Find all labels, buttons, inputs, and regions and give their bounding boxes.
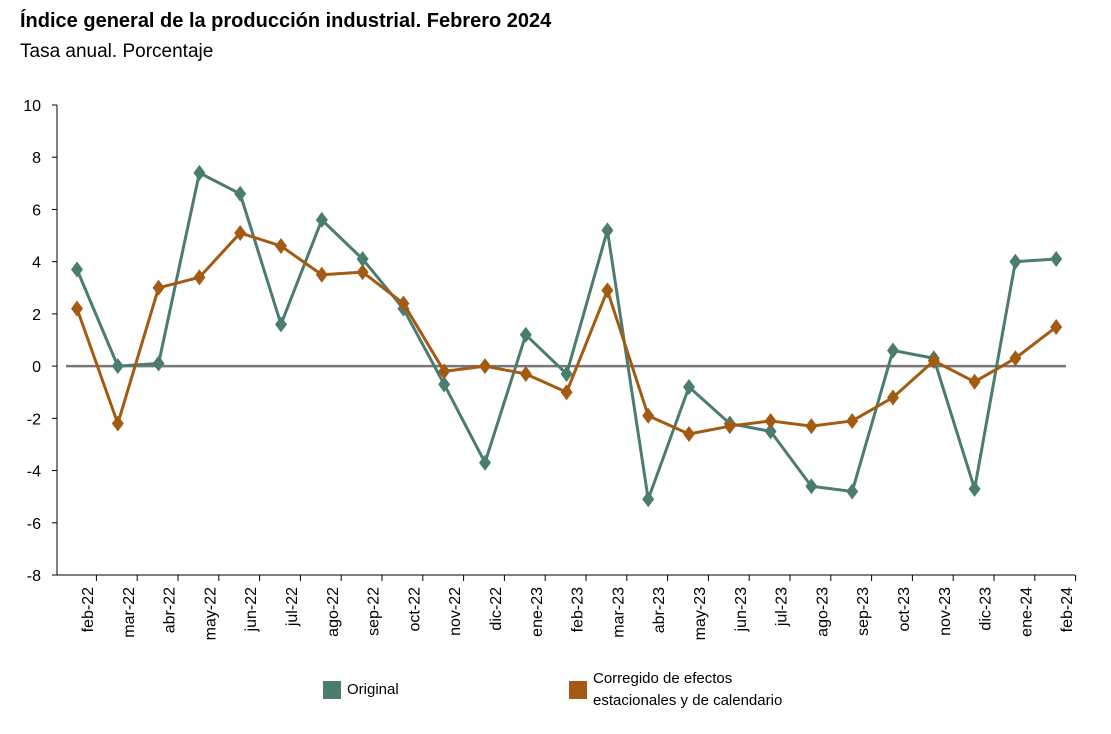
x-tick-label: may-22: [202, 587, 219, 640]
x-tick-label: nov-23: [937, 587, 954, 636]
y-tick-label: 6: [32, 202, 41, 219]
legend-swatch-corregido: [569, 681, 587, 699]
data-point-1: [111, 415, 124, 432]
y-tick-label: 10: [23, 98, 41, 115]
legend-label-corregido: Corregido de efectos estacionales y de c…: [593, 670, 783, 709]
x-tick-label: jul-23: [774, 587, 791, 627]
x-tick-label: nov-22: [447, 587, 464, 636]
y-tick-label: 0: [32, 359, 41, 376]
data-point-1: [683, 426, 695, 442]
data-point-1: [887, 389, 899, 406]
data-point-1: [601, 282, 614, 299]
chart-title: Índice general de la producción industri…: [20, 10, 552, 32]
x-tick-label: ago-23: [814, 587, 831, 637]
data-point-1: [560, 384, 573, 401]
x-tick-label: mar-22: [121, 587, 138, 638]
y-tick-label: -8: [27, 568, 41, 585]
y-tick-label: 8: [32, 150, 41, 167]
data-point-0: [805, 478, 818, 495]
data-point-1: [356, 264, 369, 281]
legend-swatch-original: [323, 681, 341, 699]
data-point-1: [1009, 350, 1022, 367]
x-tick-label: abr-23: [651, 587, 668, 633]
data-point-1: [846, 412, 859, 429]
y-tick-label: -6: [27, 516, 41, 533]
x-tick-label: ene-23: [529, 587, 546, 637]
data-point-0: [968, 480, 981, 497]
data-point-1: [152, 279, 165, 296]
data-point-0: [315, 211, 328, 228]
data-point-1: [723, 418, 736, 435]
y-tick-label: 4: [32, 255, 41, 272]
x-tick-label: sep-23: [855, 587, 872, 636]
data-point-0: [356, 251, 369, 268]
chart-subtitle: Tasa anual. Porcentaje: [20, 41, 214, 62]
data-point-1: [1050, 318, 1063, 335]
x-tick-label: oct-23: [896, 587, 913, 632]
x-tick-label: jun-22: [243, 587, 260, 633]
x-tick-label: mar-23: [610, 587, 627, 638]
data-point-1: [805, 418, 818, 435]
data-point-1: [519, 365, 532, 382]
data-point-0: [275, 316, 287, 333]
data-point-1: [968, 373, 981, 390]
data-point-0: [152, 355, 165, 372]
data-point-0: [887, 342, 899, 359]
x-tick-label: dic-22: [488, 587, 505, 631]
x-tick-label: sep-22: [366, 587, 383, 636]
data-point-0: [234, 185, 247, 202]
y-tick-label: -2: [27, 411, 41, 428]
data-point-1: [275, 238, 287, 254]
data-point-0: [71, 261, 83, 278]
data-point-1: [438, 363, 451, 380]
x-tick-label: ago-22: [325, 587, 342, 637]
series-line-0: [75, 171, 1057, 501]
x-tick-label: feb-22: [80, 587, 97, 632]
data-point-1: [71, 300, 83, 317]
x-tick-label: jul-22: [284, 587, 301, 627]
data-point-0: [1050, 251, 1063, 268]
data-point-1: [764, 412, 777, 429]
data-point-1: [315, 266, 328, 283]
data-point-1: [927, 352, 940, 369]
data-point-0: [519, 326, 532, 343]
x-tick-label: may-23: [692, 587, 709, 640]
data-point-0: [846, 483, 859, 500]
legend-label-original: Original: [347, 681, 399, 698]
x-tick-label: ene-24: [1018, 587, 1035, 637]
data-point-0: [479, 454, 491, 471]
series-line-1: [75, 231, 1058, 436]
data-point-1: [479, 358, 491, 375]
data-point-0: [642, 491, 655, 508]
data-point-1: [642, 407, 655, 424]
data-point-1: [234, 224, 247, 241]
data-point-1: [397, 295, 410, 312]
data-point-0: [193, 164, 206, 181]
data-point-0: [111, 358, 124, 375]
data-point-0: [601, 222, 614, 239]
x-tick-label: abr-22: [162, 587, 179, 633]
data-point-0: [438, 376, 451, 393]
data-point-0: [764, 423, 777, 440]
data-point-1: [193, 269, 206, 286]
x-tick-label: oct-22: [406, 587, 423, 632]
x-tick-label: feb-24: [1059, 587, 1076, 632]
x-tick-label: feb-23: [570, 587, 587, 632]
x-tick-label: jun-23: [733, 587, 750, 633]
data-point-0: [560, 365, 573, 382]
y-tick-label: 2: [32, 307, 41, 324]
y-tick-label: -4: [27, 464, 41, 481]
data-point-0: [683, 379, 695, 395]
x-tick-label: dic-23: [978, 587, 995, 631]
data-point-0: [1009, 253, 1022, 270]
